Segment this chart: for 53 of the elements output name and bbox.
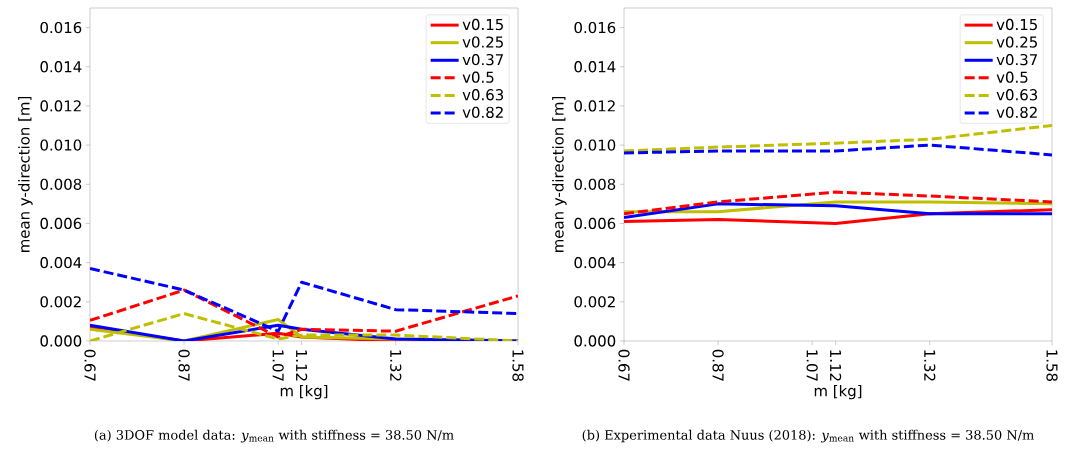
legend-label: v0.5 (996, 71, 1028, 83)
y-tick-label: 0.004 (574, 256, 616, 269)
y-tick-label: 0.012 (574, 100, 615, 112)
y-tick-label: 0.008 (40, 178, 82, 190)
legend-label: v0.63 (462, 89, 504, 101)
legend-label: v0.63 (996, 89, 1038, 101)
y-tick-label: 0.010 (40, 139, 82, 151)
line-series (90, 288, 519, 339)
y-tick-label: 0.004 (40, 256, 82, 269)
y-axis-title: mean y-direction [m] (18, 96, 33, 252)
legend-label: v0.37 (462, 53, 503, 66)
x-tick-label: 1.12 (296, 350, 308, 381)
x-tick-label: 0.67 (618, 349, 630, 381)
x-tick-label: 1.12 (830, 350, 842, 381)
x-tick-label: 1.32 (390, 350, 402, 381)
y-tick-label: 0.016 (574, 21, 616, 34)
text: (b) Experimental data Nuus (2018): y$_{mean}$ with stiffness = 38.50 N/m (582, 429, 1034, 443)
line-series (624, 190, 1053, 216)
x-axis-title: m [kg] (280, 384, 328, 400)
y-tick-label: 0.006 (40, 217, 82, 230)
y-tick-label: 0.012 (40, 100, 81, 112)
legend-label: v0.15 (462, 18, 503, 31)
legend-label: v0.37 (996, 53, 1037, 66)
y-tick-label: 0.000 (40, 335, 82, 347)
legend-label: v0.25 (996, 36, 1037, 48)
x-tick-label: 1.07 (272, 350, 284, 381)
x-tick-label: 1.07 (806, 350, 818, 381)
legend-label: v0.82 (996, 106, 1037, 118)
x-tick-label: 0.67 (84, 349, 96, 381)
x-tick-label: 1.58 (512, 350, 524, 381)
y-tick-label: 0.008 (574, 178, 616, 190)
x-tick-label: 0.87 (712, 349, 724, 381)
y-tick-label: 0.014 (40, 61, 82, 73)
legend-label: v0.82 (462, 106, 503, 118)
y-axis-title: mean y-direction [m] (552, 96, 567, 252)
y-tick-label: 0.006 (574, 217, 616, 230)
legend-label: v0.5 (462, 71, 494, 83)
legend-label: v0.15 (996, 18, 1037, 31)
y-tick-label: 0.002 (574, 296, 615, 308)
line-series (624, 202, 1053, 220)
x-axis-title: m [kg] (814, 384, 862, 400)
y-tick-label: 0.014 (574, 61, 616, 73)
y-tick-label: 0.016 (40, 21, 82, 34)
text: (a) 3DOF model data: y$_{mean}$ with stiffness = 38.50 N/m (94, 429, 454, 443)
x-tick-label: 0.87 (178, 349, 190, 381)
line-series (624, 143, 1053, 157)
y-tick-label: 0.010 (574, 139, 616, 151)
y-tick-label: 0.002 (40, 296, 81, 308)
x-tick-label: 1.58 (1046, 350, 1058, 381)
x-tick-label: 1.32 (924, 350, 936, 381)
legend-label: v0.25 (462, 36, 503, 48)
line-series (624, 124, 1053, 153)
y-tick-label: 0.000 (574, 335, 616, 347)
